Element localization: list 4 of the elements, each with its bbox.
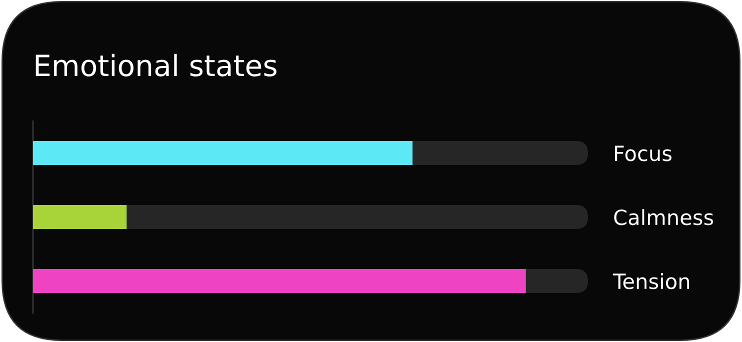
y-tick-label: Tension	[612, 273, 690, 290]
y-tick-label: Calmness	[614, 209, 714, 226]
chart-title: Emotional states	[36, 54, 276, 76]
y-tick-label: Focus	[615, 146, 672, 162]
